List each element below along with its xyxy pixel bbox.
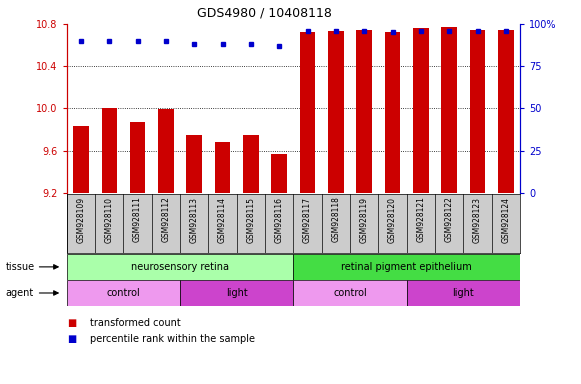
Text: GSM928111: GSM928111 bbox=[133, 197, 142, 242]
Text: GSM928114: GSM928114 bbox=[218, 197, 227, 243]
Text: GSM928117: GSM928117 bbox=[303, 197, 312, 243]
Bar bbox=[67, 254, 293, 280]
Bar bbox=[215, 142, 231, 193]
Bar bbox=[67, 280, 180, 306]
Text: GSM928122: GSM928122 bbox=[444, 197, 454, 242]
Text: ■: ■ bbox=[67, 318, 76, 328]
Bar bbox=[243, 135, 259, 193]
Text: percentile rank within the sample: percentile rank within the sample bbox=[90, 334, 255, 344]
Bar bbox=[158, 109, 174, 193]
Text: GSM928110: GSM928110 bbox=[105, 197, 114, 243]
Bar bbox=[271, 154, 287, 193]
Bar bbox=[180, 280, 293, 306]
Bar bbox=[442, 27, 457, 193]
Text: agent: agent bbox=[6, 288, 34, 298]
Text: GSM928118: GSM928118 bbox=[331, 197, 340, 242]
Text: GSM928109: GSM928109 bbox=[77, 197, 85, 243]
Text: light: light bbox=[453, 288, 474, 298]
Bar bbox=[385, 32, 400, 193]
Bar bbox=[328, 31, 344, 193]
Text: control: control bbox=[333, 288, 367, 298]
Bar bbox=[498, 30, 514, 193]
Text: GSM928124: GSM928124 bbox=[501, 197, 510, 243]
Text: light: light bbox=[226, 288, 248, 298]
Bar bbox=[300, 32, 315, 193]
Text: retinal pigment epithelium: retinal pigment epithelium bbox=[341, 262, 472, 272]
Text: GSM928120: GSM928120 bbox=[388, 197, 397, 243]
Bar bbox=[130, 122, 145, 193]
Bar bbox=[73, 126, 89, 193]
Bar bbox=[413, 28, 429, 193]
Bar bbox=[407, 280, 520, 306]
Bar bbox=[293, 280, 407, 306]
Bar bbox=[469, 30, 485, 193]
Text: GSM928121: GSM928121 bbox=[417, 197, 425, 242]
Bar bbox=[293, 254, 520, 280]
Text: transformed count: transformed count bbox=[90, 318, 181, 328]
Bar bbox=[356, 30, 372, 193]
Text: GSM928112: GSM928112 bbox=[162, 197, 170, 242]
Text: GSM928113: GSM928113 bbox=[190, 197, 199, 243]
Text: GDS4980 / 10408118: GDS4980 / 10408118 bbox=[197, 6, 332, 19]
Text: tissue: tissue bbox=[6, 262, 35, 272]
Text: ■: ■ bbox=[67, 334, 76, 344]
Text: neurosensory retina: neurosensory retina bbox=[131, 262, 229, 272]
Text: GSM928123: GSM928123 bbox=[473, 197, 482, 243]
Text: GSM928119: GSM928119 bbox=[360, 197, 369, 243]
Text: control: control bbox=[106, 288, 141, 298]
Bar bbox=[102, 108, 117, 193]
Text: GSM928115: GSM928115 bbox=[246, 197, 256, 243]
Bar bbox=[187, 135, 202, 193]
Text: GSM928116: GSM928116 bbox=[275, 197, 284, 243]
